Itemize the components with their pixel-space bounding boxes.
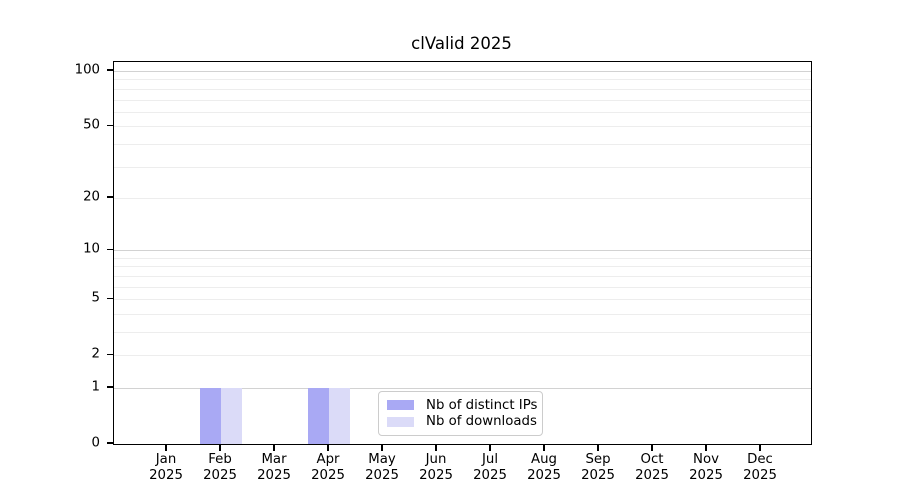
x-tick-year: 2025 (311, 468, 345, 483)
bar-distinct-ips (308, 387, 329, 444)
y-tick-label: 5 (91, 290, 100, 306)
y-tick-label: 20 (83, 189, 100, 205)
x-tick-label: Feb 2025 (180, 452, 260, 484)
x-tick-year: 2025 (473, 468, 507, 483)
y-tick-label: 0 (91, 435, 100, 451)
x-tick-year: 2025 (149, 468, 183, 483)
x-tick-label: May 2025 (342, 452, 422, 484)
x-tick-year: 2025 (419, 468, 453, 483)
y-tick-label: 100 (74, 62, 100, 78)
gridline-minor (114, 111, 811, 113)
gridline-major (114, 71, 811, 73)
gridline-minor (114, 266, 811, 268)
x-tick-label: Jun 2025 (396, 452, 476, 484)
gridline-minor (114, 257, 811, 259)
y-tick-mark (107, 124, 113, 126)
x-tick-year: 2025 (365, 468, 399, 483)
bar-distinct-ips (200, 387, 221, 444)
x-tick-label: Mar 2025 (234, 452, 314, 484)
gridline-minor (114, 79, 811, 81)
legend-item: Nb of distinct IPs (387, 397, 538, 413)
y-tick-mark (107, 196, 113, 198)
x-tick-year: 2025 (203, 468, 237, 483)
x-tick-month: Sep (585, 452, 611, 467)
gridline-minor (114, 143, 811, 145)
x-tick-mark (381, 444, 383, 451)
legend-swatch (387, 416, 414, 427)
x-tick-month: Jan (155, 452, 177, 467)
x-tick-month: Aug (531, 452, 557, 467)
x-tick-month: Nov (693, 452, 719, 467)
y-tick-label: 50 (83, 117, 100, 133)
x-tick-month: Oct (640, 452, 664, 467)
x-tick-mark (651, 444, 653, 451)
legend-label: Nb of distinct IPs (426, 397, 538, 413)
x-tick-label: Sep 2025 (558, 452, 638, 484)
x-tick-month: Apr (316, 452, 340, 467)
gridline-minor (114, 313, 811, 315)
gridline-major (114, 387, 811, 389)
y-tick-mark (107, 297, 113, 299)
x-tick-mark (489, 444, 491, 451)
gridline-minor (114, 286, 811, 288)
gridline-minor (114, 126, 811, 128)
x-tick-mark (435, 444, 437, 451)
x-tick-year: 2025 (635, 468, 669, 483)
x-tick-label: Jul 2025 (450, 452, 530, 484)
gridline-minor (114, 88, 811, 90)
bar-downloads (329, 387, 350, 444)
x-tick-label: Nov 2025 (666, 452, 746, 484)
x-tick-mark (219, 444, 221, 451)
y-tick-label: 1 (91, 379, 100, 395)
y-tick-mark (107, 386, 113, 388)
gridline-minor (114, 355, 811, 357)
x-tick-mark (705, 444, 707, 451)
legend-label: Nb of downloads (426, 414, 537, 430)
y-tick-mark (107, 248, 113, 250)
plot-area (113, 61, 812, 445)
x-tick-mark (165, 444, 167, 451)
x-tick-mark (327, 444, 329, 451)
legend-swatch (387, 400, 414, 411)
gridline-minor (114, 197, 811, 199)
x-tick-year: 2025 (581, 468, 615, 483)
x-tick-month: Dec (747, 452, 773, 467)
x-tick-month: Feb (208, 452, 232, 467)
x-tick-label: Jan 2025 (126, 452, 206, 484)
x-tick-label: Dec 2025 (720, 452, 800, 484)
chart-title: clValid 2025 (411, 34, 512, 53)
x-tick-year: 2025 (527, 468, 561, 483)
x-tick-mark (597, 444, 599, 451)
gridline-minor (114, 99, 811, 101)
legend-item: Nb of downloads (387, 414, 537, 430)
y-tick-label: 2 (91, 346, 100, 362)
y-tick-label: 10 (83, 241, 100, 257)
y-tick-mark (107, 69, 113, 71)
x-tick-mark (273, 444, 275, 451)
y-tick-mark (107, 442, 113, 444)
bar-downloads (221, 387, 242, 444)
x-tick-mark (543, 444, 545, 451)
x-tick-year: 2025 (689, 468, 723, 483)
x-tick-month: Jun (425, 452, 447, 467)
gridline-minor (114, 299, 811, 301)
x-tick-label: Aug 2025 (504, 452, 584, 484)
x-tick-month: Jul (481, 452, 499, 467)
gridline-major (114, 250, 811, 252)
x-tick-mark (759, 444, 761, 451)
gridline-minor (114, 331, 811, 333)
x-tick-year: 2025 (257, 468, 291, 483)
x-tick-label: Oct 2025 (612, 452, 692, 484)
y-tick-mark (107, 353, 113, 355)
x-tick-month: May (368, 452, 396, 467)
legend: Nb of distinct IPs Nb of downloads (378, 391, 543, 436)
x-tick-month: Mar (261, 452, 287, 467)
gridline-minor (114, 275, 811, 277)
x-tick-year: 2025 (743, 468, 777, 483)
x-tick-label: Apr 2025 (288, 452, 368, 484)
gridline-minor (114, 166, 811, 168)
